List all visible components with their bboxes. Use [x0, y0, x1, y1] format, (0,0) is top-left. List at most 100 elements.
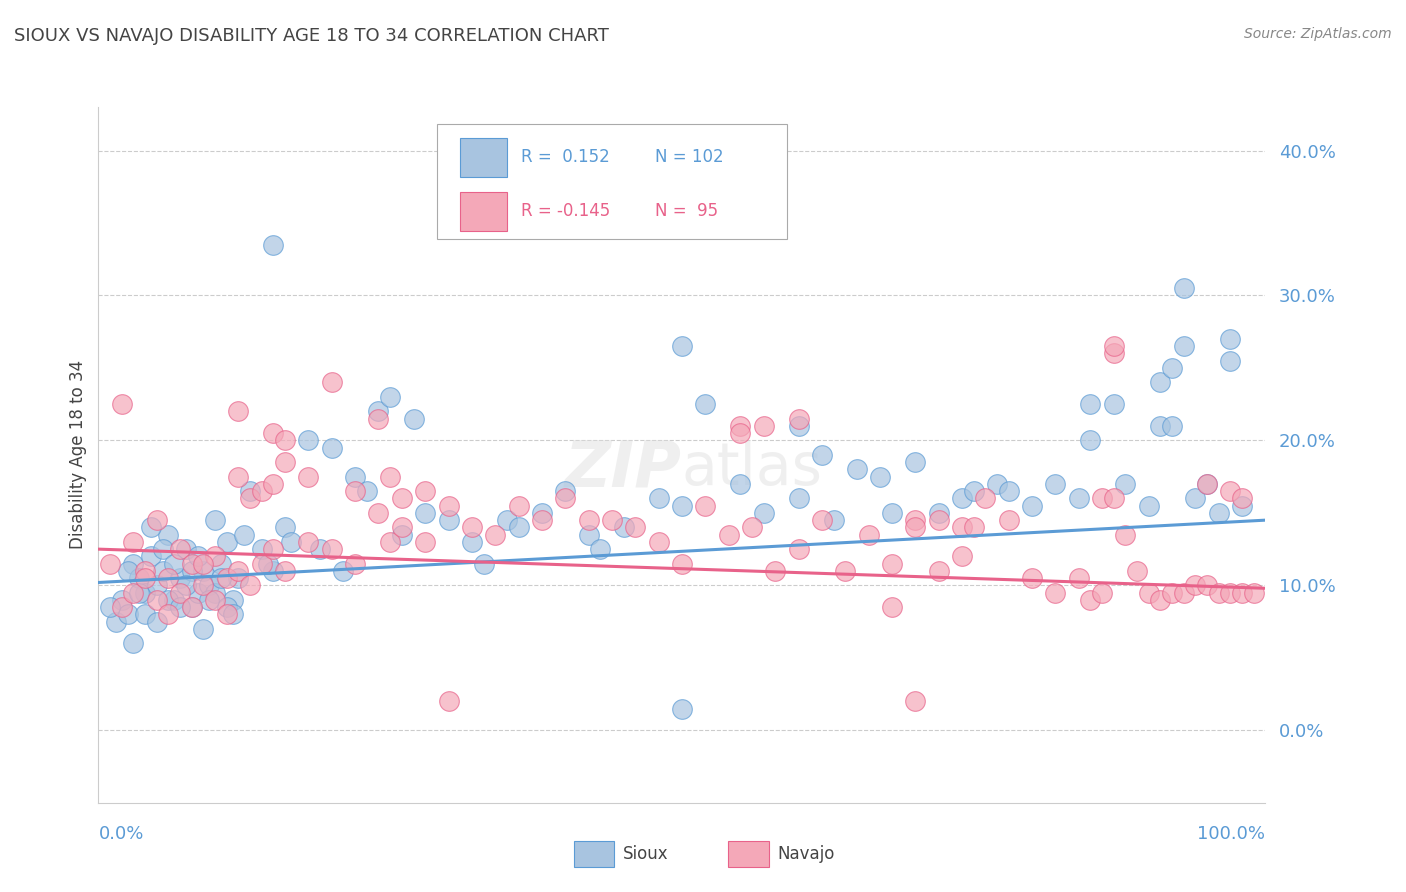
Point [169, 542, 191, 557]
Point [297, 469, 319, 483]
Point [193, 557, 215, 571]
Point [986, 476, 1008, 491]
Point [1219, 332, 1241, 346]
Point [554, 491, 576, 506]
Point [461, 534, 484, 549]
Point [139, 520, 162, 534]
Point [1067, 491, 1090, 506]
Point [950, 520, 973, 534]
Point [1197, 476, 1219, 491]
Point [180, 557, 202, 571]
Point [180, 600, 202, 615]
Point [391, 491, 413, 506]
Point [928, 564, 950, 578]
Point [193, 564, 215, 578]
Point [221, 607, 243, 622]
Point [1161, 361, 1184, 376]
Point [239, 491, 262, 506]
Point [111, 397, 134, 411]
Point [997, 484, 1019, 499]
Point [321, 542, 343, 557]
Point [157, 571, 180, 585]
Point [98, 557, 121, 571]
Point [117, 564, 139, 578]
Point [1243, 585, 1265, 599]
Point [1208, 585, 1230, 599]
Point [169, 600, 191, 615]
Point [1045, 476, 1067, 491]
Point [730, 418, 752, 433]
Point [134, 571, 156, 585]
Point [1045, 585, 1067, 599]
Point [122, 534, 145, 549]
Point [1021, 499, 1043, 513]
Point [695, 397, 717, 411]
Point [367, 506, 389, 520]
Point [228, 571, 250, 585]
Text: N =  95: N = 95 [655, 202, 718, 220]
Point [134, 564, 156, 578]
Point [1102, 397, 1125, 411]
Point [811, 513, 834, 527]
Point [228, 469, 250, 483]
Point [904, 520, 927, 534]
Point [274, 455, 297, 469]
Text: Source: ZipAtlas.com: Source: ZipAtlas.com [1244, 27, 1392, 41]
Point [274, 564, 297, 578]
Point [1161, 585, 1184, 599]
Point [215, 534, 238, 549]
Point [1091, 585, 1114, 599]
Point [134, 607, 156, 622]
Point [262, 237, 284, 252]
Point [117, 607, 139, 622]
Point [496, 513, 519, 527]
Text: ZIP: ZIP [565, 438, 682, 500]
Point [262, 542, 284, 557]
Point [344, 557, 367, 571]
Point [209, 571, 232, 585]
Text: atlas: atlas [682, 441, 823, 498]
Point [904, 513, 927, 527]
Point [1080, 592, 1102, 607]
Point [198, 592, 221, 607]
Point [1173, 281, 1195, 295]
Point [204, 592, 226, 607]
Point [163, 592, 186, 607]
Point [508, 520, 530, 534]
Point [187, 549, 209, 564]
Point [787, 411, 810, 425]
Point [215, 607, 238, 622]
Point [198, 578, 221, 592]
Point [380, 534, 402, 549]
Point [321, 376, 343, 390]
Point [904, 455, 927, 469]
Point [962, 484, 984, 499]
Point [332, 564, 354, 578]
Point [1230, 585, 1253, 599]
Point [589, 542, 612, 557]
Point [1219, 585, 1241, 599]
Point [1102, 339, 1125, 353]
Point [146, 513, 169, 527]
Point [671, 557, 693, 571]
Point [1184, 491, 1206, 506]
Point [695, 499, 717, 513]
Text: 100.0%: 100.0% [1198, 824, 1265, 843]
Point [250, 484, 273, 499]
Point [256, 557, 278, 571]
Point [262, 426, 284, 441]
Point [904, 694, 927, 708]
Point [1149, 592, 1171, 607]
Point [356, 484, 378, 499]
Point [163, 557, 186, 571]
Point [204, 513, 226, 527]
Point [880, 600, 903, 615]
Point [530, 506, 553, 520]
Point [1230, 491, 1253, 506]
Point [391, 527, 413, 541]
Point [671, 499, 693, 513]
Point [1091, 491, 1114, 506]
Point [484, 527, 506, 541]
Point [974, 491, 997, 506]
Point [180, 564, 202, 578]
